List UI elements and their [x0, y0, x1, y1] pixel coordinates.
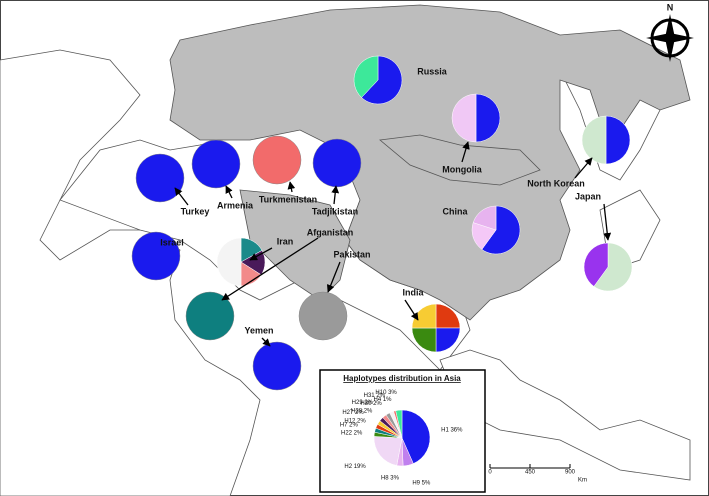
- pie-slice: [451, 93, 477, 143]
- arrow: [174, 187, 189, 206]
- legend-label: H9 5%: [412, 480, 431, 486]
- pie-slice: [131, 231, 181, 281]
- compass-label: N: [667, 2, 674, 12]
- country-label: Russia: [417, 66, 448, 76]
- pie-slice: [593, 242, 633, 292]
- country-label: Armenia: [217, 200, 254, 210]
- legend-label: H1 36%: [441, 427, 463, 433]
- arrow: [461, 141, 470, 163]
- legend-title: Haplotypes distribution in Asia: [343, 374, 461, 383]
- arrow: [249, 247, 273, 261]
- pie-slice: [472, 205, 497, 231]
- country-label: Afganistan: [307, 227, 354, 237]
- pie-slice: [373, 436, 403, 466]
- pie-slice: [475, 93, 501, 143]
- arrow: [287, 181, 296, 193]
- legend-label: H30 2%: [360, 401, 382, 407]
- scale-label: 900: [565, 470, 576, 476]
- pie-slice: [435, 327, 461, 353]
- arrow: [404, 299, 419, 321]
- country-label: Japan: [575, 191, 601, 201]
- legend-label: H27 2%: [342, 410, 364, 416]
- compass: N: [646, 2, 694, 62]
- pie-slice: [583, 242, 609, 287]
- country-label: Yemen: [244, 325, 273, 335]
- country-label: Pakistan: [333, 249, 370, 259]
- legend-label: H4 1%: [374, 397, 393, 403]
- pie-slice: [135, 153, 185, 203]
- pie-slice: [411, 327, 437, 353]
- legend-label: H8 3%: [381, 475, 400, 481]
- country-label: Mongolia: [442, 164, 482, 174]
- pie-slice: [216, 237, 242, 287]
- pie-slice: [353, 55, 379, 98]
- pie-slice: [395, 409, 403, 439]
- legend-label: H7 2%: [340, 423, 359, 429]
- arrow: [221, 237, 319, 301]
- pie-slice: [411, 303, 437, 329]
- country-label: Tadjikistan: [312, 206, 358, 216]
- legend-label: H10 3%: [375, 390, 397, 396]
- country-label: Turkey: [181, 206, 210, 216]
- arrow: [261, 337, 271, 347]
- legend-label: H22 2%: [341, 430, 363, 436]
- country-label: North Korean: [527, 178, 585, 188]
- pie-slice: [191, 139, 241, 189]
- landmass: [0, 4, 691, 496]
- pie-slice: [481, 205, 521, 255]
- pie-slice: [605, 115, 631, 165]
- arrow: [326, 261, 341, 293]
- arrow: [574, 157, 593, 179]
- scale-label: 0: [488, 470, 492, 476]
- legend-label: H2 19%: [344, 464, 366, 470]
- country-label: Iran: [277, 236, 294, 246]
- pie-slice: [401, 409, 431, 464]
- pie-slice: [298, 291, 348, 341]
- scale-label: 450: [525, 470, 536, 476]
- country-label: China: [442, 206, 468, 216]
- pie-slice: [252, 135, 302, 185]
- country-label: Turkmenistan: [259, 194, 317, 204]
- pie-slice: [435, 303, 461, 329]
- arrow: [225, 185, 233, 199]
- pie-slice: [312, 138, 362, 188]
- arrow: [331, 185, 340, 205]
- legend-label: H31 2%: [364, 393, 386, 399]
- country-label: Israel: [160, 237, 184, 247]
- country-label: India: [402, 287, 424, 297]
- scale-unit: Km: [578, 478, 587, 484]
- legend-label: H29 2%: [352, 400, 374, 406]
- pie-slice: [252, 341, 302, 391]
- pie-slice: [185, 291, 235, 341]
- pie-slice: [361, 55, 403, 105]
- legend-label: H12 2%: [344, 419, 366, 425]
- legend-label: H28 2%: [351, 409, 373, 415]
- arrow: [603, 203, 612, 241]
- pie-slice: [581, 115, 607, 165]
